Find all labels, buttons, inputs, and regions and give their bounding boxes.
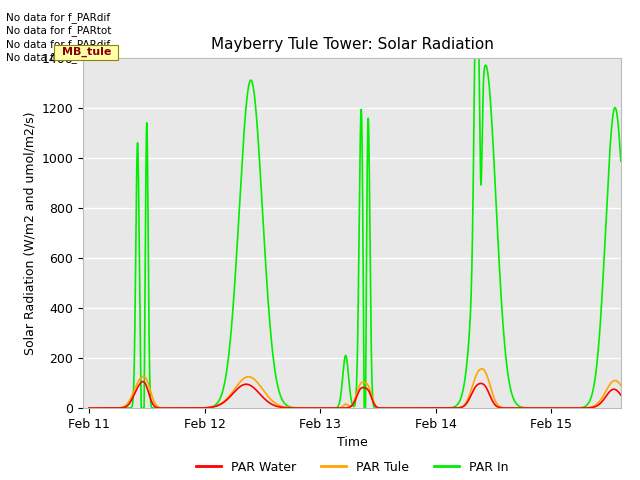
Text: MB_tule: MB_tule	[61, 47, 111, 58]
PAR Tule	[85, 405, 93, 411]
PAR Tule	[289, 405, 296, 411]
Text: No data for f_PARtot: No data for f_PARtot	[6, 25, 112, 36]
PAR In	[431, 405, 439, 411]
PAR In	[289, 405, 296, 410]
Line: PAR In: PAR In	[89, 0, 621, 408]
PAR Tule	[182, 405, 189, 411]
Title: Mayberry Tule Tower: Solar Radiation: Mayberry Tule Tower: Solar Radiation	[211, 37, 493, 52]
Text: No data for f_PARdif: No data for f_PARdif	[6, 12, 111, 23]
Legend: PAR Water, PAR Tule, PAR In: PAR Water, PAR Tule, PAR In	[191, 456, 513, 479]
PAR In	[482, 62, 490, 68]
Line: PAR Water: PAR Water	[89, 382, 621, 408]
Y-axis label: Solar Radiation (W/m2 and umol/m2/s): Solar Radiation (W/m2 and umol/m2/s)	[23, 111, 36, 355]
PAR Water	[289, 405, 296, 411]
Text: No data for f_PARtot: No data for f_PARtot	[6, 52, 112, 63]
PAR In	[404, 405, 412, 411]
PAR Water	[482, 384, 490, 390]
PAR Tule	[617, 383, 625, 388]
PAR Water	[85, 405, 93, 411]
PAR Water	[182, 405, 189, 411]
PAR Tule	[478, 366, 486, 372]
X-axis label: Time: Time	[337, 436, 367, 449]
PAR In	[360, 405, 368, 411]
PAR In	[182, 405, 189, 411]
PAR Tule	[431, 405, 439, 411]
Line: PAR Tule: PAR Tule	[89, 369, 621, 408]
PAR Water	[404, 405, 412, 411]
PAR Tule	[482, 371, 490, 376]
PAR Tule	[523, 405, 531, 411]
PAR Tule	[408, 405, 416, 411]
Text: No data for f_PARdif: No data for f_PARdif	[6, 39, 111, 50]
PAR Water	[431, 405, 439, 411]
PAR In	[85, 405, 93, 411]
PAR Water	[139, 379, 147, 384]
PAR Water	[617, 392, 625, 398]
PAR Tule	[404, 405, 412, 411]
PAR In	[523, 405, 531, 411]
PAR In	[617, 158, 625, 164]
PAR Water	[523, 405, 531, 411]
PAR Water	[408, 405, 416, 411]
